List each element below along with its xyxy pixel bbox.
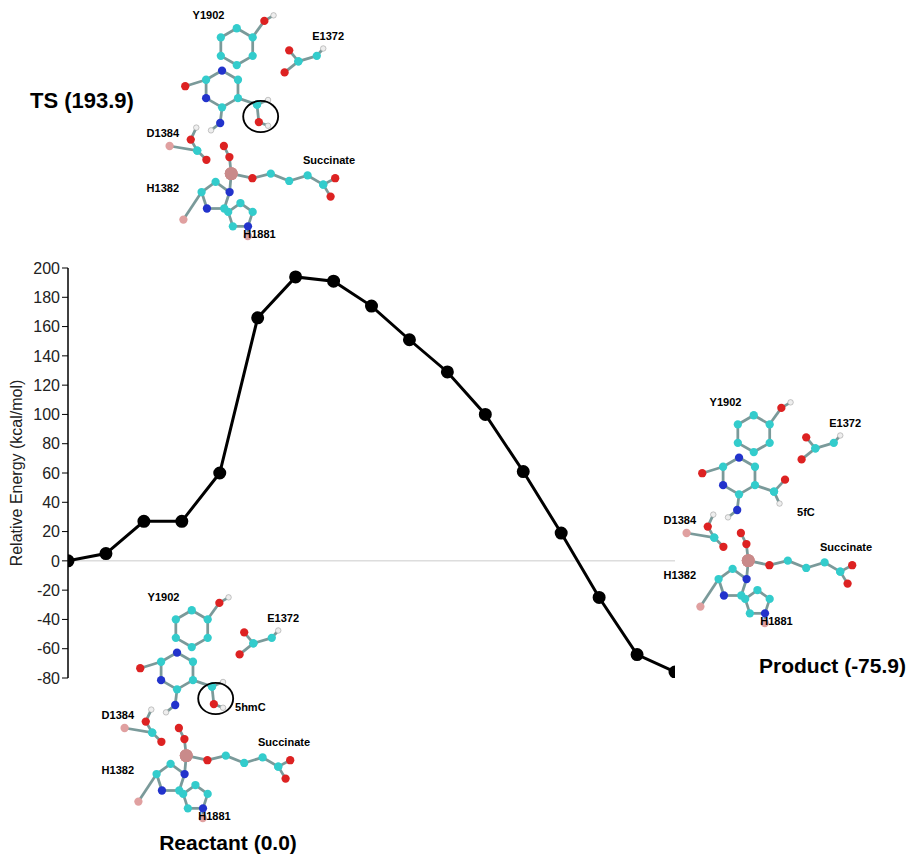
svg-text:Succinate: Succinate [820, 541, 872, 553]
svg-text:TS (193.9): TS (193.9) [30, 88, 134, 113]
svg-text:Relative Energy (kcal/mol): Relative Energy (kcal/mol) [8, 380, 25, 567]
svg-text:H1382: H1382 [147, 182, 180, 194]
svg-text:40: 40 [42, 494, 60, 511]
svg-text:140: 140 [33, 348, 60, 365]
svg-text:Y1902: Y1902 [148, 591, 180, 603]
svg-text:160: 160 [33, 318, 60, 335]
svg-text:-40: -40 [37, 611, 60, 628]
svg-text:D1384: D1384 [664, 514, 697, 526]
svg-text:E1372: E1372 [267, 612, 299, 624]
svg-text:H1881: H1881 [243, 228, 276, 240]
svg-text:100: 100 [33, 406, 60, 423]
svg-text:Product (-75.9): Product (-75.9) [759, 654, 906, 677]
svg-text:D1384: D1384 [102, 709, 135, 721]
svg-text:0: 0 [51, 553, 60, 570]
svg-text:60: 60 [42, 465, 60, 482]
svg-text:200: 200 [33, 260, 60, 277]
svg-text:180: 180 [33, 289, 60, 306]
svg-text:Y1902: Y1902 [193, 9, 225, 21]
svg-text:5fC: 5fC [797, 506, 815, 518]
svg-text:H1382: H1382 [664, 569, 697, 581]
svg-text:Succinate: Succinate [258, 736, 310, 748]
svg-text:20: 20 [42, 523, 60, 540]
svg-text:E1372: E1372 [829, 417, 861, 429]
svg-text:Y1902: Y1902 [710, 396, 742, 408]
svg-text:D1384: D1384 [147, 127, 180, 139]
svg-text:H1382: H1382 [102, 764, 135, 776]
svg-text:120: 120 [33, 377, 60, 394]
svg-text:-20: -20 [37, 582, 60, 599]
svg-text:80: 80 [42, 435, 60, 452]
svg-text:-60: -60 [37, 640, 60, 657]
svg-text:5hmC: 5hmC [235, 701, 266, 713]
svg-text:E1372: E1372 [312, 30, 344, 42]
svg-text:-80: -80 [37, 670, 60, 687]
svg-text:H1881: H1881 [198, 810, 231, 822]
svg-text:H1881: H1881 [760, 615, 793, 627]
svg-text:Reactant (0.0): Reactant (0.0) [159, 831, 297, 854]
svg-text:Succinate: Succinate [303, 154, 355, 166]
